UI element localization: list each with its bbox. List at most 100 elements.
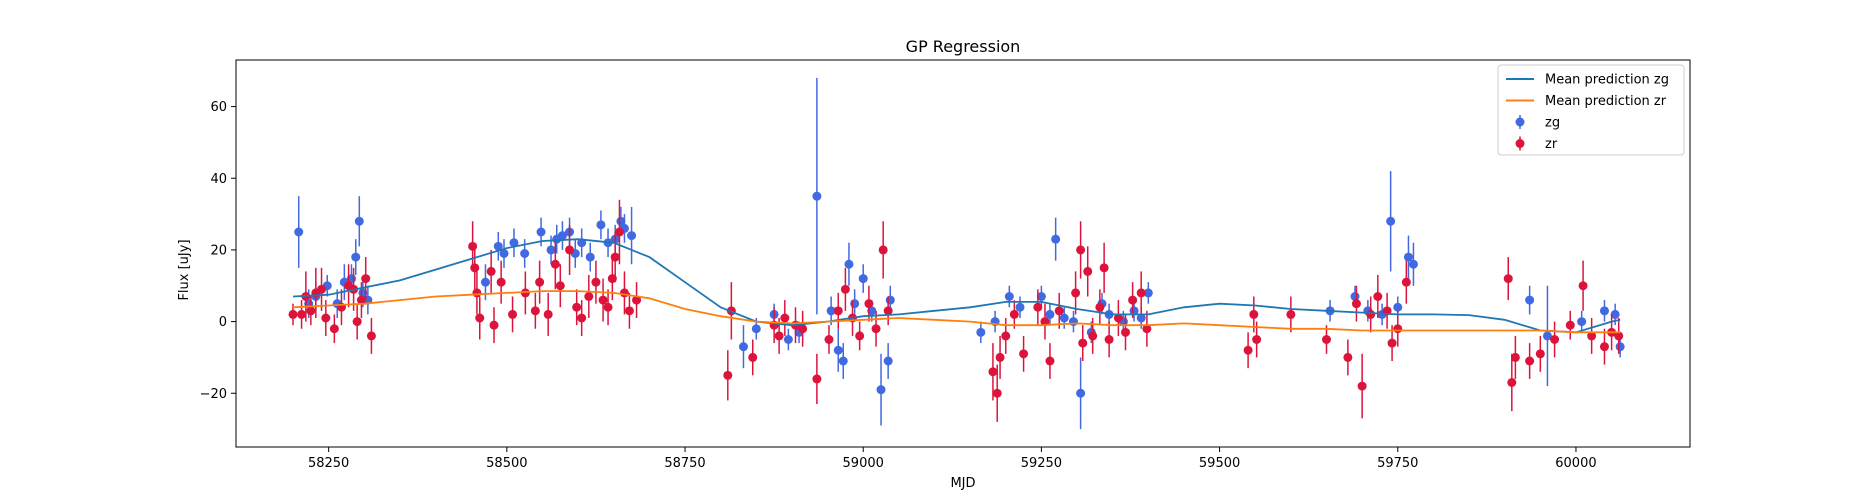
point-zg-0 bbox=[294, 227, 304, 237]
point-zg-53 bbox=[1059, 313, 1069, 323]
point-zr-26 bbox=[543, 309, 553, 319]
point-zg-40 bbox=[850, 299, 860, 309]
point-zr-102 bbox=[1550, 335, 1560, 344]
point-zr-101 bbox=[1535, 349, 1545, 359]
legend-label-mean-prediction-zr: Mean prediction zr bbox=[1545, 94, 1667, 109]
point-zg-76 bbox=[1615, 342, 1625, 352]
point-zr-30 bbox=[572, 302, 582, 312]
point-zg-36 bbox=[826, 306, 836, 316]
point-zr-37 bbox=[610, 252, 620, 262]
point-zr-89 bbox=[1351, 299, 1361, 309]
series-zr bbox=[288, 199, 1624, 422]
point-zr-57 bbox=[871, 324, 881, 334]
point-zg-44 bbox=[883, 356, 893, 366]
y-tick-label-60: 60 bbox=[210, 100, 227, 115]
point-zg-50 bbox=[1036, 292, 1046, 301]
point-zr-15 bbox=[468, 241, 478, 251]
point-zr-52 bbox=[833, 306, 843, 316]
point-zg-55 bbox=[1076, 388, 1086, 398]
plot-area bbox=[288, 77, 1625, 430]
point-zr-104 bbox=[1578, 281, 1588, 291]
plot-inner bbox=[288, 77, 1625, 430]
point-zr-67 bbox=[1040, 317, 1050, 327]
point-zr-77 bbox=[1104, 335, 1114, 344]
point-zr-32 bbox=[584, 292, 594, 301]
point-zr-12 bbox=[356, 295, 366, 305]
point-zr-100 bbox=[1525, 356, 1535, 366]
point-zr-5 bbox=[317, 284, 327, 294]
x-tick-label-58750: 58750 bbox=[664, 456, 705, 471]
point-zr-44 bbox=[748, 352, 758, 362]
point-zr-105 bbox=[1587, 331, 1597, 341]
point-zg-23 bbox=[585, 252, 595, 262]
point-zr-75 bbox=[1095, 302, 1105, 312]
x-tick-label-58250: 58250 bbox=[308, 456, 349, 471]
point-zr-63 bbox=[1001, 331, 1011, 341]
point-zr-21 bbox=[496, 277, 506, 287]
point-zr-78 bbox=[1113, 313, 1123, 323]
point-zg-14 bbox=[509, 238, 519, 248]
point-zr-58 bbox=[878, 245, 888, 255]
point-zg-52 bbox=[1051, 234, 1061, 244]
point-zr-22 bbox=[508, 309, 518, 319]
point-zr-6 bbox=[321, 313, 331, 323]
point-zr-94 bbox=[1387, 338, 1397, 348]
point-zg-70 bbox=[1408, 259, 1418, 269]
x-tick-label-60000: 60000 bbox=[1555, 456, 1596, 471]
point-zr-84 bbox=[1249, 309, 1259, 319]
point-zr-81 bbox=[1136, 288, 1146, 298]
point-zr-73 bbox=[1083, 266, 1093, 276]
x-tick-label-59750: 59750 bbox=[1377, 456, 1418, 471]
point-zg-35 bbox=[812, 191, 822, 201]
point-zr-70 bbox=[1071, 288, 1081, 298]
point-zg-49 bbox=[1015, 302, 1025, 312]
point-zr-62 bbox=[995, 352, 1005, 362]
point-zr-95 bbox=[1393, 324, 1403, 334]
point-zr-16 bbox=[470, 263, 480, 273]
point-zr-11 bbox=[352, 317, 362, 327]
point-zg-8 bbox=[354, 216, 364, 226]
point-zg-38 bbox=[838, 356, 848, 366]
point-zr-19 bbox=[486, 266, 496, 276]
point-zr-47 bbox=[780, 313, 790, 323]
axis-ticks: 58250 58500 58750 59000 59250 59500 59750 60000… bbox=[200, 100, 1597, 471]
point-zg-27 bbox=[616, 216, 626, 226]
point-zr-86 bbox=[1286, 309, 1296, 319]
chart-title: GP Regression bbox=[906, 37, 1021, 56]
point-zr-14 bbox=[366, 331, 376, 341]
point-zr-103 bbox=[1565, 320, 1575, 330]
point-zr-90 bbox=[1357, 381, 1367, 391]
point-zg-73 bbox=[1577, 317, 1587, 327]
point-zg-64 bbox=[1350, 292, 1360, 301]
point-zg-61 bbox=[1136, 313, 1146, 323]
point-zr-98 bbox=[1507, 378, 1517, 387]
point-zg-71 bbox=[1525, 295, 1535, 305]
point-zr-72 bbox=[1078, 338, 1088, 348]
point-zg-68 bbox=[1393, 302, 1403, 312]
point-zr-56 bbox=[864, 299, 874, 309]
x-tick-label-59000: 59000 bbox=[843, 456, 884, 471]
point-zg-54 bbox=[1068, 317, 1078, 327]
point-zg-16 bbox=[536, 227, 546, 237]
point-zr-35 bbox=[603, 302, 613, 312]
point-zr-91 bbox=[1366, 309, 1376, 319]
point-zr-60 bbox=[988, 367, 998, 377]
point-zr-38 bbox=[614, 227, 624, 237]
point-zr-92 bbox=[1373, 292, 1383, 301]
point-zr-17 bbox=[472, 288, 482, 298]
point-zr-108 bbox=[1614, 331, 1624, 341]
point-zg-67 bbox=[1386, 216, 1396, 226]
point-zg-31 bbox=[751, 324, 761, 334]
legend-marker-zr bbox=[1515, 139, 1525, 148]
point-zr-46 bbox=[774, 331, 784, 341]
y-tick-label--20: −20 bbox=[200, 387, 227, 402]
point-zr-1 bbox=[297, 309, 307, 319]
point-zr-33 bbox=[591, 277, 601, 287]
point-zg-17 bbox=[546, 245, 556, 255]
point-zr-25 bbox=[535, 277, 545, 287]
point-zg-19 bbox=[557, 231, 567, 241]
point-zr-61 bbox=[992, 388, 1002, 398]
point-zr-42 bbox=[723, 370, 733, 380]
point-zg-24 bbox=[596, 220, 606, 230]
